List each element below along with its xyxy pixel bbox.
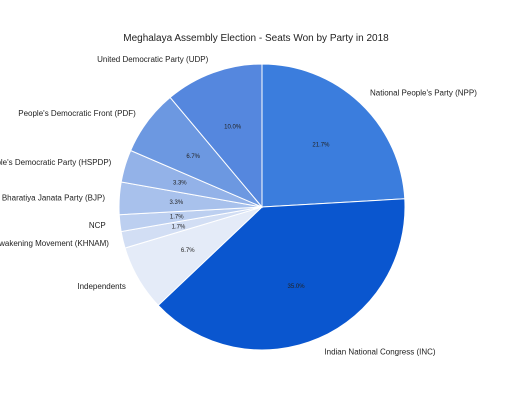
slice-percent-label: 6.7% — [186, 154, 200, 160]
slice-category-label: Hill State People's Democratic Party (HS… — [0, 158, 112, 167]
slice-category-label: NCP — [89, 221, 106, 230]
slice-category-label: Khun Hynniewtrep National Awakening Move… — [0, 239, 109, 248]
slice-percent-label: 1.7% — [172, 225, 186, 231]
slice-category-label: United Democratic Party (UDP) — [97, 55, 208, 64]
slice-category-label: Independents — [77, 282, 126, 291]
pie-slice — [157, 198, 406, 351]
slice-percent-label: 3.3% — [173, 180, 187, 186]
pie-slice — [169, 63, 263, 209]
slice-category-label: Indian National Congress (INC) — [324, 347, 435, 356]
pie-slice — [261, 63, 406, 208]
slice-category-label: National People's Party (NPP) — [370, 89, 477, 98]
slice-percent-label: 35.0% — [288, 284, 306, 290]
chart-title: Meghalaya Assembly Election - Seats Won … — [123, 33, 389, 44]
slice-percent-label: 3.3% — [170, 200, 184, 206]
slice-percent-label: 1.7% — [170, 215, 184, 221]
slice-category-label: Bharatiya Janata Party (BJP) — [2, 193, 105, 202]
slice-percent-label: 6.7% — [181, 248, 195, 254]
slice-percent-label: 21.7% — [312, 143, 330, 149]
slice-percent-label: 10.0% — [224, 124, 242, 130]
slice-category-label: People's Democratic Front (PDF) — [18, 109, 136, 118]
